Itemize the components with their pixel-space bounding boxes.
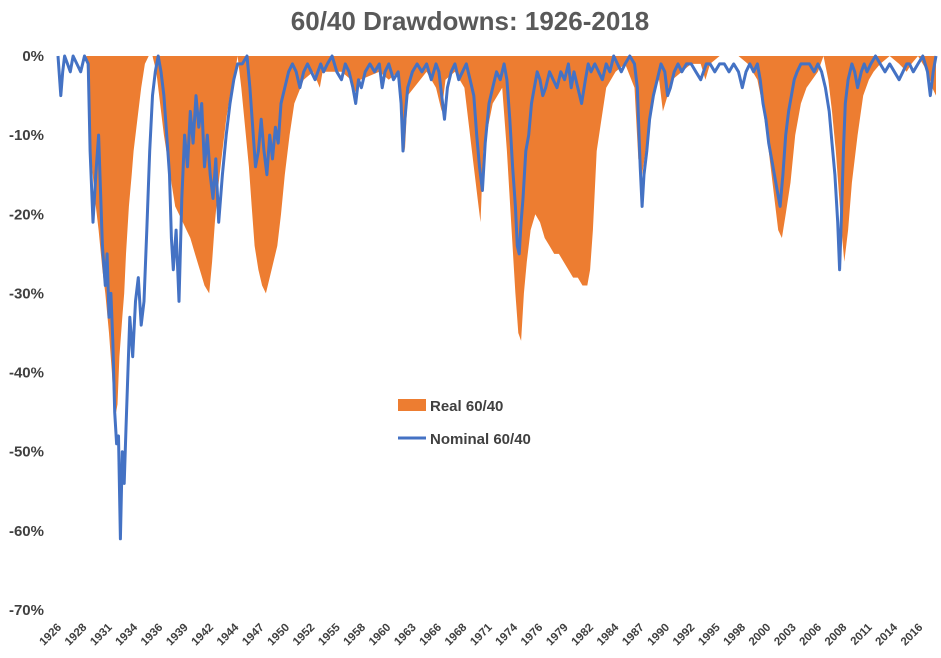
x-tick-label: 2008 [823, 621, 850, 648]
y-tick-label: -50% [9, 444, 44, 461]
x-tick-label: 1960 [367, 622, 394, 649]
x-tick-label: 1992 [671, 622, 698, 649]
x-tick-label: 1968 [443, 621, 470, 648]
legend-real-label: Real 60/40 [430, 398, 503, 415]
chart-title: 60/40 Drawdowns: 1926-2018 [291, 6, 649, 36]
x-tick-label: 1928 [63, 621, 90, 648]
x-tick-label: 1958 [342, 621, 369, 648]
x-tick-label: 1936 [139, 622, 166, 649]
x-tick-label: 1984 [595, 621, 622, 648]
nominal-60-40-line [56, 54, 938, 541]
x-tick-label: 1987 [620, 622, 647, 649]
x-tick-label: 1974 [494, 621, 521, 648]
x-tick-label: 1963 [392, 622, 419, 649]
x-tick-label: 1934 [114, 621, 141, 648]
y-tick-label: 0% [22, 48, 44, 65]
x-tick-label: 1944 [215, 621, 242, 648]
x-tick-label: 1939 [164, 622, 191, 649]
y-tick-label: -10% [9, 127, 44, 144]
x-tick-label: 2011 [849, 621, 876, 648]
y-axis: 0% -10% -20% -30% -40% -50% -60% -70% [9, 48, 44, 619]
x-tick-label: 1998 [722, 621, 749, 648]
x-tick-label: 1955 [316, 621, 343, 648]
plot-area [56, 54, 938, 541]
x-tick-label: 1926 [38, 622, 65, 649]
x-tick-label: 1966 [418, 622, 445, 649]
x-tick-label: 2006 [798, 622, 825, 649]
x-tick-label: 2000 [747, 622, 774, 649]
legend-nominal-label: Nominal 60/40 [430, 431, 531, 448]
x-tick-label: 1995 [696, 621, 723, 648]
x-tick-label: 2016 [899, 622, 926, 649]
x-tick-label: 1979 [544, 622, 571, 649]
x-tick-label: 1990 [646, 622, 673, 649]
real-60-40-area [58, 56, 936, 421]
x-tick-label: 1947 [240, 622, 267, 649]
legend: Real 60/40 Nominal 60/40 [398, 398, 531, 448]
y-tick-label: -70% [9, 602, 44, 619]
y-tick-label: -60% [9, 523, 44, 540]
legend-real-swatch [398, 399, 426, 411]
x-tick-label: 1952 [291, 622, 318, 649]
x-tick-label: 2014 [874, 621, 901, 648]
x-tick-label: 1982 [570, 622, 597, 649]
x-tick-label: 1942 [190, 622, 217, 649]
x-axis: 1926192819311934193619391942194419471950… [38, 621, 926, 648]
x-tick-label: 1976 [519, 622, 546, 649]
x-tick-label: 1971 [468, 621, 495, 648]
x-tick-label: 2003 [772, 622, 799, 649]
y-tick-label: -20% [9, 206, 44, 223]
y-tick-label: -40% [9, 365, 44, 382]
y-tick-label: -30% [9, 285, 44, 302]
x-tick-label: 1931 [88, 621, 115, 648]
x-tick-label: 1950 [266, 622, 293, 649]
